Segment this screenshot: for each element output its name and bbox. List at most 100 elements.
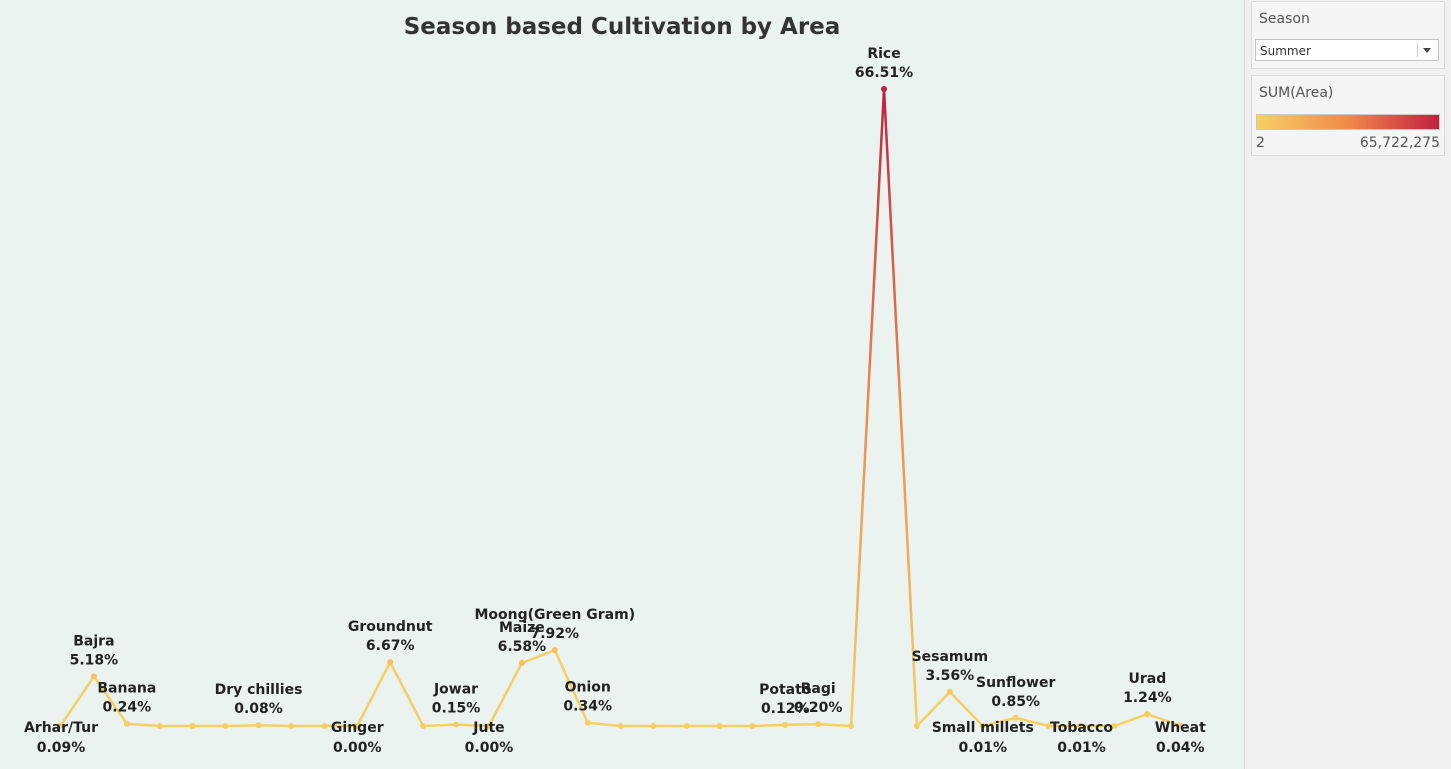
point-label-value: 0.00% [465,740,514,756]
point-label-name: Bajra [73,633,114,649]
data-point[interactable] [222,723,229,729]
point-label-value: 0.01% [1057,740,1106,756]
line-segment [224,723,260,728]
data-point[interactable] [749,723,756,729]
data-point[interactable] [453,721,460,728]
point-label-name: Wheat [1155,720,1206,736]
data-point[interactable] [387,659,394,666]
line-segment [1014,716,1050,728]
line-segment [1113,712,1149,728]
data-point[interactable] [420,723,427,729]
point-label-name: Maize [499,620,545,636]
season-dropdown-value: Summer [1260,44,1311,58]
line-segment [586,721,622,728]
line-segment [915,690,952,728]
point-label-name: Jute [472,720,504,736]
data-point[interactable] [1144,711,1151,718]
line-segment [783,722,820,727]
point-label-value: 0.20% [794,700,843,716]
data-point[interactable] [518,659,525,666]
point-label-value: 0.08% [234,701,283,717]
point-label-name: Small millets [932,720,1034,736]
point-label-value: 0.15% [432,701,481,717]
point-label-name: Ragi [801,681,836,697]
point-label-value: 0.09% [37,740,86,756]
line-segment [1146,712,1182,727]
data-point[interactable] [321,723,328,729]
line-segment [125,722,162,728]
point-label-value: 3.56% [926,668,975,684]
data-point[interactable] [551,647,558,654]
line-segment [487,661,524,728]
data-point[interactable] [288,723,295,729]
data-point[interactable] [782,721,789,728]
point-label-name: Jowar [433,682,478,698]
line-segment [388,660,425,728]
point-label-name: Sunflower [976,675,1055,691]
data-point[interactable] [881,86,887,92]
data-point[interactable] [979,722,986,729]
data-point[interactable] [1177,722,1184,729]
color-legend-max: 65,722,275 [1359,135,1440,151]
point-label-value: 66.51% [855,65,913,81]
point-label-name: Potato [759,682,812,698]
data-point[interactable] [156,723,163,729]
line-segment [948,690,985,728]
chevron-down-icon[interactable] [1423,48,1431,53]
data-point[interactable] [485,723,492,729]
point-label-value: 0.00% [333,740,382,756]
point-label-name: Tobacco [1050,720,1113,736]
point-label-name: Dry chillies [215,682,303,698]
line-segment [356,660,392,728]
color-legend-gradient [1256,114,1440,130]
chart-title: Season based Cultivation by Area [403,14,841,40]
data-point[interactable] [913,723,920,729]
line-chart: Arhar/Tur 0.09% Bajra 5.18% Banana 0.24% Dry c… [24,46,1206,756]
point-label-value: 7.92% [531,626,580,642]
season-dropdown[interactable]: Summer [1255,39,1439,61]
data-point[interactable] [1078,722,1085,729]
line-segment [816,722,853,728]
data-point[interactable] [354,723,361,729]
color-legend-min: 2 [1256,135,1265,151]
line-segment [751,723,787,728]
data-point[interactable] [90,673,97,680]
data-point[interactable] [946,688,953,695]
data-point[interactable] [716,723,723,729]
line-segment [849,87,886,728]
point-label-value: 5.18% [70,652,119,668]
data-point[interactable] [255,722,262,729]
data-point[interactable] [683,723,690,729]
data-point[interactable] [1045,723,1052,729]
data-point[interactable] [58,722,64,729]
series-lines [59,87,1182,728]
dropdown-divider [1417,43,1418,57]
point-label-value: 6.67% [366,638,415,654]
point-label-value: 0.12% [761,701,810,717]
point-label-value: 0.01% [958,740,1007,756]
data-point[interactable] [848,723,855,729]
data-point[interactable] [815,721,822,728]
point-label-name: Arhar/Tur [24,720,98,736]
point-label-name: Banana [97,681,156,697]
line-segment [257,723,293,728]
data-point[interactable] [650,723,657,729]
color-legend-card: SUM(Area) 2 65,722,275 [1251,75,1445,156]
line-segment [882,87,919,728]
data-point[interactable] [189,723,196,729]
point-label-name: Urad [1128,671,1166,687]
data-point[interactable] [123,720,130,727]
data-point[interactable] [584,719,591,726]
point-label-value: 0.34% [563,699,612,715]
color-legend-title: SUM(Area) [1259,85,1334,101]
point-label-name: Groundnut [348,619,433,635]
line-segment [92,675,129,725]
point-label-value: 0.85% [991,694,1040,710]
data-point[interactable] [1111,723,1118,729]
point-label-name: Sesamum [912,649,989,665]
data-point[interactable] [1012,714,1019,721]
point-label-name: Moong(Green Gram) [474,607,635,623]
data-point[interactable] [617,723,624,729]
point-label-name: Onion [565,680,611,696]
line-segment [981,716,1017,728]
